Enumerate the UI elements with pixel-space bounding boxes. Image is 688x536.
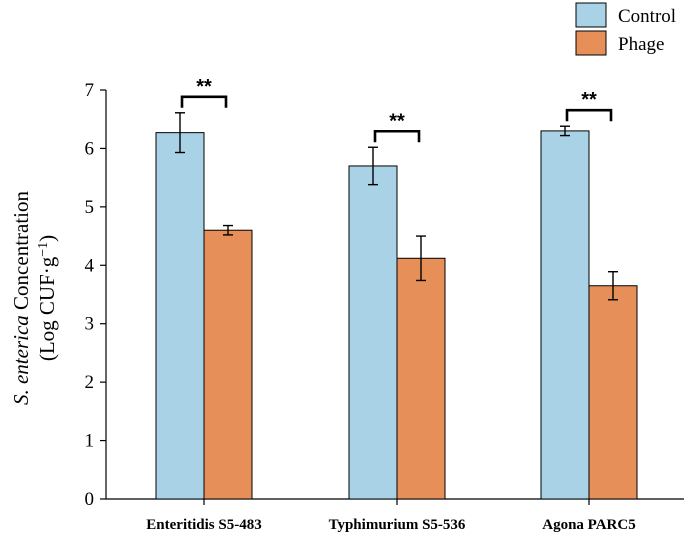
significance-label: ** [389,110,405,132]
y-axis-unit-pre: (Log CUF·g [35,256,59,361]
y-axis-label: S. enterica Concentration [9,190,33,405]
significance-bracket [565,108,613,122]
y-tick-label: 1 [85,431,95,452]
bar-control [155,132,205,500]
bar-phage [396,257,446,500]
bar-phage [203,229,253,500]
y-tick-label: 5 [85,197,95,218]
y-axis-unit-post: ) [35,235,59,242]
legend: Control Phage [575,2,676,56]
y-axis-unit-label: (Log CUF·g−1) [35,235,59,361]
error-bars [175,112,618,301]
y-tick-label: 2 [85,372,95,393]
significance-label: ** [581,89,597,111]
significance-label: ** [196,76,212,98]
legend-swatch-phage [575,30,607,56]
x-tick-label: Enteritidis S5-483 [146,517,261,533]
legend-swatch-control [575,2,607,28]
x-tick-label: Typhimurium S5-536 [329,517,466,533]
bar-phage [588,285,638,500]
bar-control [540,130,590,500]
significance-bracket [180,95,228,108]
y-axis-label-italic: S. enterica [9,315,33,405]
y-tick-label: 3 [85,314,95,335]
y-tick-label: 7 [85,80,95,101]
y-tick-label: 6 [85,138,95,159]
y-tick-label: 4 [85,255,95,276]
y-axis-unit-sup: −1 [36,242,51,257]
y-axis-label-rest: Concentration [9,190,33,315]
significance-markers: ** ** ** [180,76,613,143]
category-labels: Enteritidis S5-483 Typhimurium S5-536 Agon… [146,517,635,533]
legend-label-phage: Phage [618,34,664,55]
significance-bracket [373,129,421,143]
bar-control [348,165,398,500]
x-tick-label: Agona PARC5 [542,517,635,533]
bars [155,130,638,500]
y-tick-label: 0 [85,489,95,510]
legend-label-control: Control [618,6,676,27]
